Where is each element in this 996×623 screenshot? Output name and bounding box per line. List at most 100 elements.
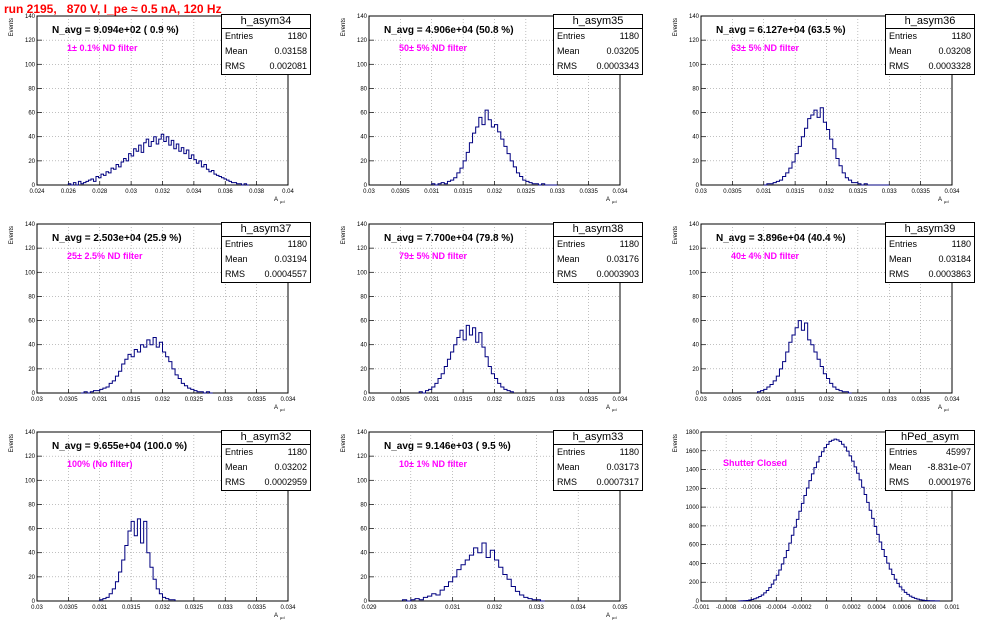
y-axis-title: Events [341,18,347,36]
y-tick-label: 20 [28,367,35,373]
y-tick-label: 120 [25,454,36,460]
stats-value: 0.03194 [274,252,307,267]
x-tick-label: 0.0325 [849,189,868,195]
y-tick-label: 80 [692,294,699,300]
stats-key: RMS [557,59,577,74]
stats-key: Mean [557,252,580,267]
x-tick-label: 0.0004 [868,605,887,611]
y-tick-label: 120 [357,246,368,252]
x-tick-label: 0.024 [29,189,45,195]
x-tick-label: 0.0335 [911,189,930,195]
x-tick-label: -0.0006 [741,605,762,611]
stats-value: 0.0007317 [596,475,639,490]
y-tick-label: 1200 [686,486,700,492]
stats-key: Mean [557,460,580,475]
y-tick-label: 120 [689,38,700,44]
stats-key: RMS [889,59,909,74]
x-tick-label: 0.0315 [122,397,141,403]
x-tick-label: -0.0008 [716,605,737,611]
stats-key: RMS [889,267,909,282]
y-tick-label: 80 [360,294,367,300]
x-tick-label: 0.0325 [517,397,536,403]
stats-value: 1180 [288,445,307,460]
x-tick-label: 0.032 [155,189,171,195]
x-tick-label: 0.028 [92,189,108,195]
y-tick-label: 100 [689,270,700,276]
stats-key: RMS [225,59,245,74]
y-tick-label: 100 [25,62,36,68]
stats-key: Entries [889,237,917,252]
y-tick-label: 80 [28,86,35,92]
stats-key: Entries [889,445,917,460]
stats-key: RMS [557,475,577,490]
navg-title: N_avg = 7.700e+04 (79.8 %) [384,233,514,244]
filter-annotation: 40± 4% ND filter [731,251,799,261]
x-tick-label: 0.0335 [911,397,930,403]
x-tick-label: 0.001 [944,605,960,611]
y-tick-label: 1800 [686,430,700,436]
filter-annotation: 100% (No filter) [67,459,133,469]
x-tick-label: 0.031 [756,189,772,195]
x-tick-label: 0.031 [92,397,108,403]
x-tick-label: 0.0315 [122,605,141,611]
stats-row-entries: Entries 45997 [886,445,974,460]
x-tick-label: 0.0305 [59,397,78,403]
stats-key: RMS [225,267,245,282]
y-tick-label: 120 [25,38,36,44]
y-tick-label: 200 [689,580,700,586]
y-tick-label: 1400 [686,468,700,474]
stats-key: Mean [557,44,580,59]
stats-value: 1180 [620,445,639,460]
y-tick-label: 120 [689,246,700,252]
filter-annotation: 63± 5% ND filter [731,43,799,53]
y-tick-label: 80 [28,502,35,508]
y-tick-label: 80 [360,86,367,92]
x-tick-label: 0.0335 [579,397,598,403]
stats-value: 0.0003343 [596,59,639,74]
stats-value: -8.831e-07 [927,460,971,475]
y-tick-label: 40 [360,551,367,557]
stats-row-rms: RMS 0.0003343 [554,59,642,74]
y-tick-label: 40 [692,343,699,349]
x-tick-label: 0.03 [31,397,43,403]
y-axis-title: Events [9,18,15,36]
x-tick-label: 0.033 [218,605,234,611]
stats-value: 0.0002959 [264,475,307,490]
y-tick-label: 40 [360,135,367,141]
stats-value: 0.03208 [938,44,971,59]
stats-value: 45997 [946,445,971,460]
x-tick-label: 0.03 [405,605,417,611]
navg-title: N_avg = 3.896e+04 (40.4 %) [716,233,846,244]
stats-value: 0.0003328 [928,59,971,74]
x-tick-label: 0.032 [819,397,835,403]
y-tick-label: 20 [360,367,367,373]
stats-key: Mean [889,460,912,475]
x-tick-label: 0.031 [92,605,108,611]
filter-annotation: 50± 5% ND filter [399,43,467,53]
stats-key: Mean [225,460,248,475]
y-tick-label: 40 [28,135,35,141]
stats-value: 1180 [288,237,307,252]
x-tick-label: 0.03 [363,189,375,195]
x-tick-label: 0.036 [218,189,234,195]
stats-title: h_asym37 [222,223,310,237]
x-tick-label: 0.032 [487,605,503,611]
x-tick-label: 0.031 [424,397,440,403]
